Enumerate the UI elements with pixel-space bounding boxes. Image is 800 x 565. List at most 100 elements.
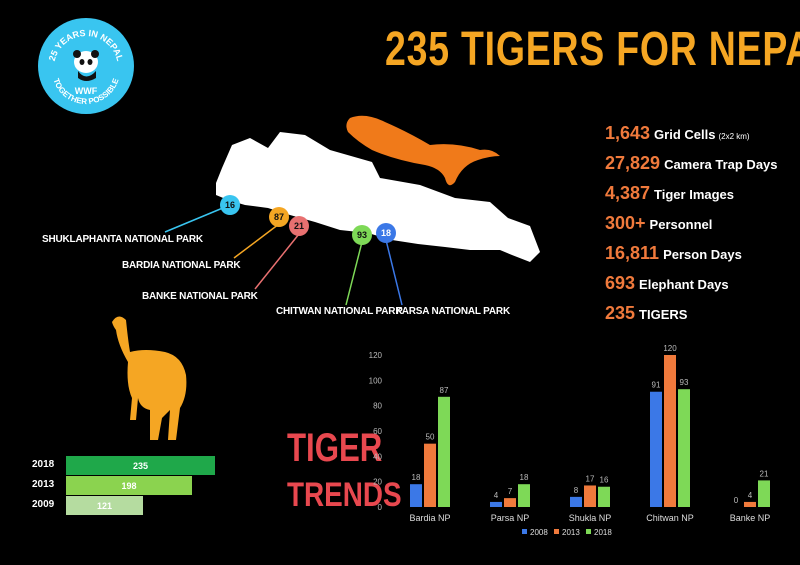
stat-number: 16,811 <box>605 243 660 263</box>
stat-label: Tiger Images <box>654 187 735 202</box>
trends-subtitle: TRENDS <box>287 476 402 514</box>
legend-swatch <box>586 529 591 534</box>
bar-value-label: 93 <box>680 378 689 387</box>
stat-personnel: 300+ Personnel <box>605 213 712 234</box>
bar-value-label: 17 <box>586 474 595 483</box>
chart-bar <box>650 391 662 507</box>
bar-value-label: 87 <box>440 386 449 395</box>
stat-person-days: 16,811 Person Days <box>605 243 742 264</box>
chart-bar <box>504 498 516 507</box>
stat-number: 4,387 <box>605 183 651 203</box>
stat-number: 1,643 <box>605 123 651 143</box>
bar-value-label: 16 <box>600 476 609 485</box>
stat-number: 300+ <box>605 213 646 233</box>
chart-bar <box>744 501 756 507</box>
y-tick-label: 60 <box>373 427 382 436</box>
stat-label: Personnel <box>649 217 713 232</box>
page-title: 235 TIGERS FOR NEPAL <box>385 23 800 76</box>
y-tick-label: 120 <box>369 351 383 360</box>
legend-label: 2018 <box>594 528 612 537</box>
x-category-label: Parsa NP <box>491 513 530 523</box>
bar-value-label: 18 <box>412 473 421 482</box>
x-category-label: Chitwan NP <box>646 513 694 523</box>
bar-value-label: 21 <box>760 469 769 478</box>
chart-bar <box>424 443 436 507</box>
chitwan-label: CHITWAN NATIONAL PARK <box>276 306 403 317</box>
y-tick-label: 20 <box>373 478 382 487</box>
chart-bar <box>518 484 530 507</box>
bar-value-label: 7 <box>508 487 513 496</box>
stat-label: Grid Cells <box>654 127 716 142</box>
bardia-leader-line <box>233 223 280 259</box>
legend-swatch <box>522 529 527 534</box>
stat-number: 693 <box>605 273 636 293</box>
x-category-label: Banke NP <box>730 513 771 523</box>
shuklaphanta-count-badge: 16 <box>220 195 240 215</box>
x-category-label: Shukla NP <box>569 513 612 523</box>
stat-label: Camera Trap Days <box>664 157 778 172</box>
wwf-logo-graphic: 25 YEARS IN NEPAL TOGETHER POSSIBLE WWF <box>47 28 125 106</box>
stat-elephant-days: 693 Elephant Days <box>605 273 729 294</box>
total-bar: 121 <box>66 496 143 515</box>
bar-value-label: 91 <box>652 381 661 390</box>
y-tick-label: 0 <box>378 503 383 512</box>
bar-value-label: 120 <box>663 345 677 353</box>
shuklaphanta-label: SHUKLAPHANTA NATIONAL PARK <box>42 234 203 245</box>
bar-value-label: 50 <box>426 433 435 442</box>
total-bar-year-label: 2013 <box>32 479 55 490</box>
parsa-label: PARSA NATIONAL PARK <box>396 306 510 317</box>
shuklaphanta-leader-line <box>164 204 231 233</box>
stat-tigers: 235 TIGERS <box>605 303 687 324</box>
bar-value-label: 4 <box>494 491 499 500</box>
bardia-label: BARDIA NATIONAL PARK <box>122 260 241 271</box>
stat-unit: (2x2 km) <box>718 132 750 141</box>
parsa-leader-line <box>385 239 403 306</box>
logo-brand: WWF <box>75 86 98 96</box>
nepal-map <box>216 132 540 262</box>
chart-bar <box>438 396 450 507</box>
y-tick-label: 40 <box>373 452 382 461</box>
chart-bar <box>678 389 690 507</box>
bar-value-label: 4 <box>748 491 753 500</box>
chart-bar <box>598 486 610 507</box>
leaping-tiger-icon <box>346 115 500 186</box>
bar-value-label: 0 <box>734 496 739 505</box>
legend-label: 2013 <box>562 528 580 537</box>
chart-bar <box>758 480 770 507</box>
legend-label: 2008 <box>530 528 548 537</box>
parsa-count-badge: 18 <box>376 223 396 243</box>
bardia-count-badge: 87 <box>269 207 289 227</box>
banke-label: BANKE NATIONAL PARK <box>142 291 258 302</box>
chitwan-count-badge: 93 <box>352 225 372 245</box>
stat-label: Elephant Days <box>639 277 729 292</box>
y-tick-label: 80 <box>373 402 382 411</box>
banke-leader-line <box>254 233 300 290</box>
chart-bar <box>490 501 502 507</box>
chart-bar <box>584 485 596 507</box>
stat-label: Person Days <box>663 247 742 262</box>
x-category-label: Bardia NP <box>409 513 450 523</box>
bar-value-label: 18 <box>520 473 529 482</box>
stat-number: 235 <box>605 303 636 323</box>
chart-bar <box>570 496 582 507</box>
stat-tiger-images: 4,387 Tiger Images <box>605 183 734 204</box>
stat-camera-trap-days: 27,829 Camera Trap Days <box>605 153 778 174</box>
chart-bar <box>410 484 422 507</box>
panda-icon <box>73 50 99 81</box>
total-bar: 198 <box>66 476 192 495</box>
stat-label: TIGERS <box>639 307 688 322</box>
chart-bar <box>664 355 676 507</box>
total-bar-year-label: 2009 <box>32 499 55 510</box>
chitwan-leader-line <box>345 241 363 306</box>
legend-swatch <box>554 529 559 534</box>
banke-count-badge: 21 <box>289 216 309 236</box>
bar-value-label: 8 <box>574 486 579 495</box>
trends-title: TIGER <box>287 426 383 470</box>
stat-grid-cells: 1,643 Grid Cells (2x2 km) <box>605 123 750 144</box>
wwf-logo: 25 YEARS IN NEPAL TOGETHER POSSIBLE WWF <box>38 18 134 114</box>
walking-tiger-icon <box>112 316 187 440</box>
total-bar-year-label: 2018 <box>32 459 55 470</box>
total-bar: 235 <box>66 456 215 475</box>
